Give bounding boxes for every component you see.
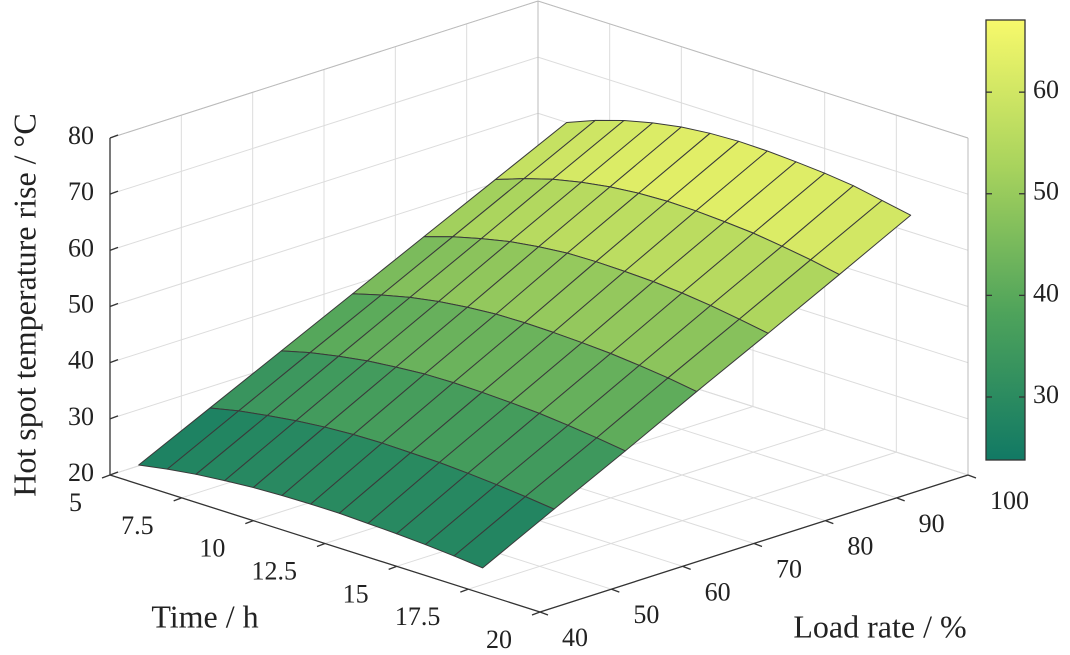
- y-tick: [539, 611, 549, 616]
- x-tick-label: 12.5: [252, 556, 298, 585]
- y-tick-label: 90: [919, 509, 945, 538]
- y-tick: [967, 474, 977, 479]
- y-tick-label: 50: [633, 600, 659, 629]
- z-tick-label: 50: [68, 289, 94, 318]
- surface-patch: [453, 496, 555, 569]
- x-tick: [388, 565, 397, 570]
- y-tick-label: 60: [705, 577, 731, 606]
- z-tick: [109, 415, 119, 420]
- x-tick: [460, 588, 469, 593]
- colorbar: [985, 19, 1026, 461]
- y-tick: [896, 497, 905, 502]
- y-tick-label: 100: [990, 486, 1029, 515]
- x-tick: [316, 542, 326, 548]
- colorbar-tick-label: 30: [1033, 380, 1059, 409]
- x-tick: [245, 520, 254, 525]
- x-tick-label: 5: [69, 488, 82, 517]
- box-edge: [109, 0, 969, 139]
- y-tick-label: 70: [776, 554, 802, 583]
- axes: 5 7.5 10 12.5 15 17.5 20 40 50 60 70 80 90 100 20 30 40 5…: [68, 19, 1059, 654]
- z-tick-label: 20: [68, 458, 94, 487]
- surface: [138, 119, 912, 569]
- z-tick: [109, 246, 119, 251]
- z-tick: [109, 359, 119, 364]
- z-tick: [109, 134, 119, 139]
- x-tick-label: 17.5: [395, 602, 441, 631]
- grid-line: [109, 0, 969, 139]
- z-tick-label: 40: [68, 346, 94, 375]
- z-tick-label: 60: [68, 233, 94, 262]
- z-tick-label: 80: [68, 121, 94, 150]
- y-tick: [825, 520, 834, 525]
- x-tick-label: 7.5: [121, 511, 154, 540]
- x-tick: [531, 611, 541, 616]
- y-tick-label: 40: [562, 623, 588, 652]
- z-axis-label: Hot spot temperature rise / °C: [6, 113, 42, 496]
- z-tick: [109, 302, 119, 308]
- y-tick: [611, 588, 620, 593]
- z-tick: [109, 471, 119, 476]
- y-tick: [682, 565, 691, 570]
- x-tick-label: 10: [199, 534, 225, 563]
- x-axis-label: Time / h: [151, 598, 258, 634]
- y-axis-label: Load rate / %: [793, 608, 966, 644]
- colorbar-tick-label: 40: [1033, 278, 1059, 307]
- colorbar-tick-label: 50: [1033, 177, 1059, 206]
- z-tick-label: 70: [68, 177, 94, 206]
- z-tick: [109, 190, 119, 195]
- x-tick: [173, 497, 182, 502]
- z-tick-label: 30: [68, 402, 94, 431]
- y-tick: [753, 542, 763, 548]
- y-tick-label: 80: [847, 532, 873, 561]
- x-tick-label: 15: [343, 579, 369, 608]
- x-tick-label: 20: [486, 625, 512, 654]
- x-tick: [101, 474, 111, 479]
- colorbar-tick-label: 60: [1033, 75, 1059, 104]
